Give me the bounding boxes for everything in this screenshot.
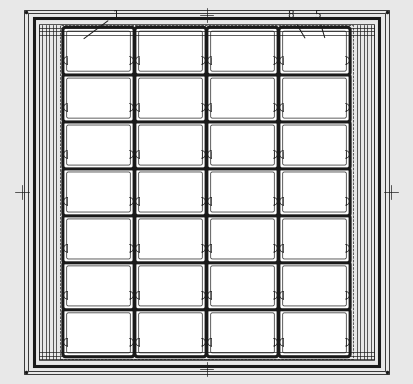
FancyBboxPatch shape bbox=[67, 219, 130, 259]
Text: 5: 5 bbox=[315, 10, 325, 38]
FancyBboxPatch shape bbox=[63, 168, 134, 216]
FancyBboxPatch shape bbox=[135, 121, 206, 169]
FancyBboxPatch shape bbox=[279, 27, 350, 75]
FancyBboxPatch shape bbox=[283, 125, 346, 165]
Text: 1: 1 bbox=[84, 10, 120, 39]
FancyBboxPatch shape bbox=[63, 74, 134, 122]
FancyBboxPatch shape bbox=[211, 31, 274, 71]
FancyBboxPatch shape bbox=[207, 309, 278, 357]
FancyBboxPatch shape bbox=[67, 266, 130, 306]
FancyBboxPatch shape bbox=[67, 313, 130, 353]
FancyBboxPatch shape bbox=[63, 262, 134, 310]
FancyBboxPatch shape bbox=[279, 168, 350, 216]
FancyBboxPatch shape bbox=[283, 219, 346, 259]
FancyBboxPatch shape bbox=[63, 27, 134, 75]
FancyBboxPatch shape bbox=[211, 125, 274, 165]
FancyBboxPatch shape bbox=[283, 78, 346, 118]
FancyBboxPatch shape bbox=[63, 121, 134, 169]
Bar bbox=[60, 25, 353, 359]
FancyBboxPatch shape bbox=[283, 172, 346, 212]
FancyBboxPatch shape bbox=[207, 121, 278, 169]
FancyBboxPatch shape bbox=[211, 172, 274, 212]
FancyBboxPatch shape bbox=[279, 121, 350, 169]
FancyBboxPatch shape bbox=[135, 74, 206, 122]
FancyBboxPatch shape bbox=[135, 262, 206, 310]
FancyBboxPatch shape bbox=[283, 266, 346, 306]
FancyBboxPatch shape bbox=[67, 31, 130, 71]
FancyBboxPatch shape bbox=[283, 31, 346, 71]
FancyBboxPatch shape bbox=[211, 266, 274, 306]
FancyBboxPatch shape bbox=[211, 219, 274, 259]
FancyBboxPatch shape bbox=[279, 262, 350, 310]
FancyBboxPatch shape bbox=[207, 74, 278, 122]
Text: 8: 8 bbox=[288, 10, 305, 38]
FancyBboxPatch shape bbox=[135, 309, 206, 357]
FancyBboxPatch shape bbox=[139, 266, 202, 306]
FancyBboxPatch shape bbox=[279, 309, 350, 357]
FancyBboxPatch shape bbox=[207, 27, 278, 75]
FancyBboxPatch shape bbox=[207, 168, 278, 216]
FancyBboxPatch shape bbox=[279, 74, 350, 122]
FancyBboxPatch shape bbox=[139, 78, 202, 118]
FancyBboxPatch shape bbox=[207, 262, 278, 310]
FancyBboxPatch shape bbox=[207, 215, 278, 263]
FancyBboxPatch shape bbox=[279, 215, 350, 263]
FancyBboxPatch shape bbox=[139, 313, 202, 353]
FancyBboxPatch shape bbox=[67, 78, 130, 118]
FancyBboxPatch shape bbox=[135, 168, 206, 216]
FancyBboxPatch shape bbox=[139, 219, 202, 259]
FancyBboxPatch shape bbox=[67, 172, 130, 212]
FancyBboxPatch shape bbox=[63, 215, 134, 263]
Bar bbox=[39, 24, 374, 360]
FancyBboxPatch shape bbox=[283, 313, 346, 353]
FancyBboxPatch shape bbox=[63, 309, 134, 357]
FancyBboxPatch shape bbox=[211, 78, 274, 118]
FancyBboxPatch shape bbox=[139, 172, 202, 212]
FancyBboxPatch shape bbox=[139, 125, 202, 165]
FancyBboxPatch shape bbox=[139, 31, 202, 71]
FancyBboxPatch shape bbox=[211, 313, 274, 353]
FancyBboxPatch shape bbox=[67, 125, 130, 165]
FancyBboxPatch shape bbox=[135, 27, 206, 75]
FancyBboxPatch shape bbox=[135, 215, 206, 263]
